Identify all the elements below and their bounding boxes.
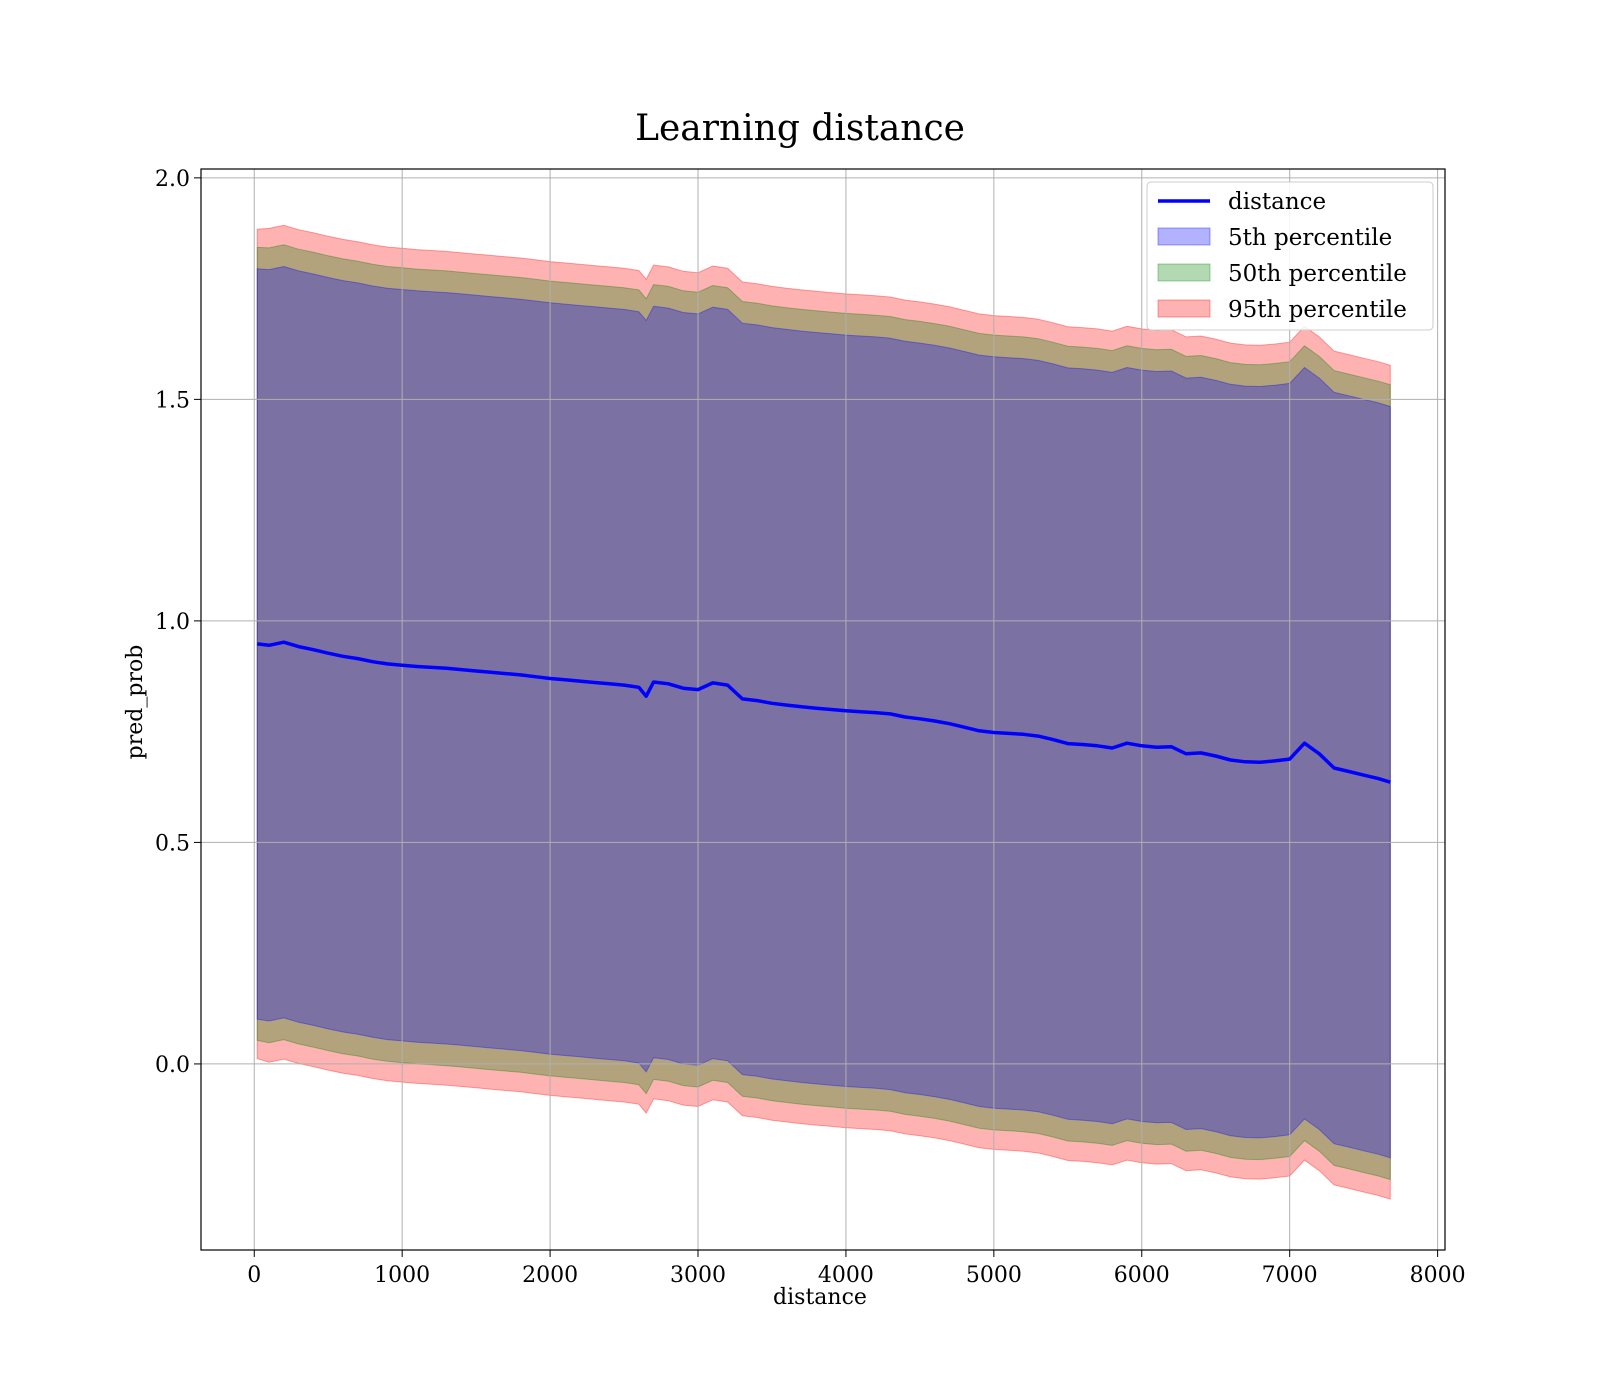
- legend-box: [1146, 181, 1434, 331]
- x-axis-ticks: 0 1000 2000 3000 4000 5000 6000 7000 8000: [247, 1250, 1466, 1288]
- distance-line-group: [256, 640, 1391, 784]
- x-tick-label: 2000: [522, 1263, 578, 1288]
- legend-label-5th: 5th percentile: [1228, 225, 1392, 251]
- x-tick-label: 7000: [1262, 1263, 1318, 1288]
- chart-title: Learning distance: [635, 108, 965, 149]
- x-axis-label: distance: [773, 1285, 867, 1310]
- y-tick-label: 1.5: [155, 388, 190, 413]
- y-tick-label: 1.0: [155, 610, 190, 635]
- legend-swatch-50th: [1157, 263, 1211, 282]
- x-tick-label: 8000: [1410, 1263, 1466, 1288]
- legend-swatch-5th: [1157, 227, 1211, 246]
- x-tick-label: 4000: [818, 1263, 874, 1288]
- distance-line: [256, 640, 1391, 784]
- axes-frame: [200, 168, 1446, 1251]
- y-axis-ticks: 0.0 0.5 1.0 1.5 2.0: [155, 167, 201, 1078]
- band-95th: [256, 224, 1391, 1200]
- y-tick-label: 0.5: [155, 831, 190, 856]
- x-tick-label: 5000: [966, 1263, 1022, 1288]
- x-tick-label: 0: [247, 1263, 261, 1288]
- y-tick-label: 2.0: [155, 167, 190, 192]
- band-5th: [256, 265, 1391, 1159]
- grid-lines: [201, 169, 1445, 1250]
- percentile-bands: [256, 224, 1391, 1200]
- legend: distance 5th percentile 50th percentile …: [1146, 181, 1434, 331]
- x-tick-label: 3000: [670, 1263, 726, 1288]
- legend-swatch-95th: [1157, 299, 1211, 318]
- band-50th: [256, 244, 1391, 1181]
- legend-label-95th: 95th percentile: [1228, 297, 1407, 323]
- legend-label-distance: distance: [1228, 189, 1326, 215]
- legend-label-50th: 50th percentile: [1228, 261, 1407, 287]
- x-tick-label: 1000: [374, 1263, 430, 1288]
- x-tick-label: 6000: [1114, 1263, 1170, 1288]
- y-tick-label: 0.0: [155, 1053, 190, 1078]
- plot-area: [200, 168, 1446, 1251]
- y-axis-label: pred_prob: [123, 645, 148, 760]
